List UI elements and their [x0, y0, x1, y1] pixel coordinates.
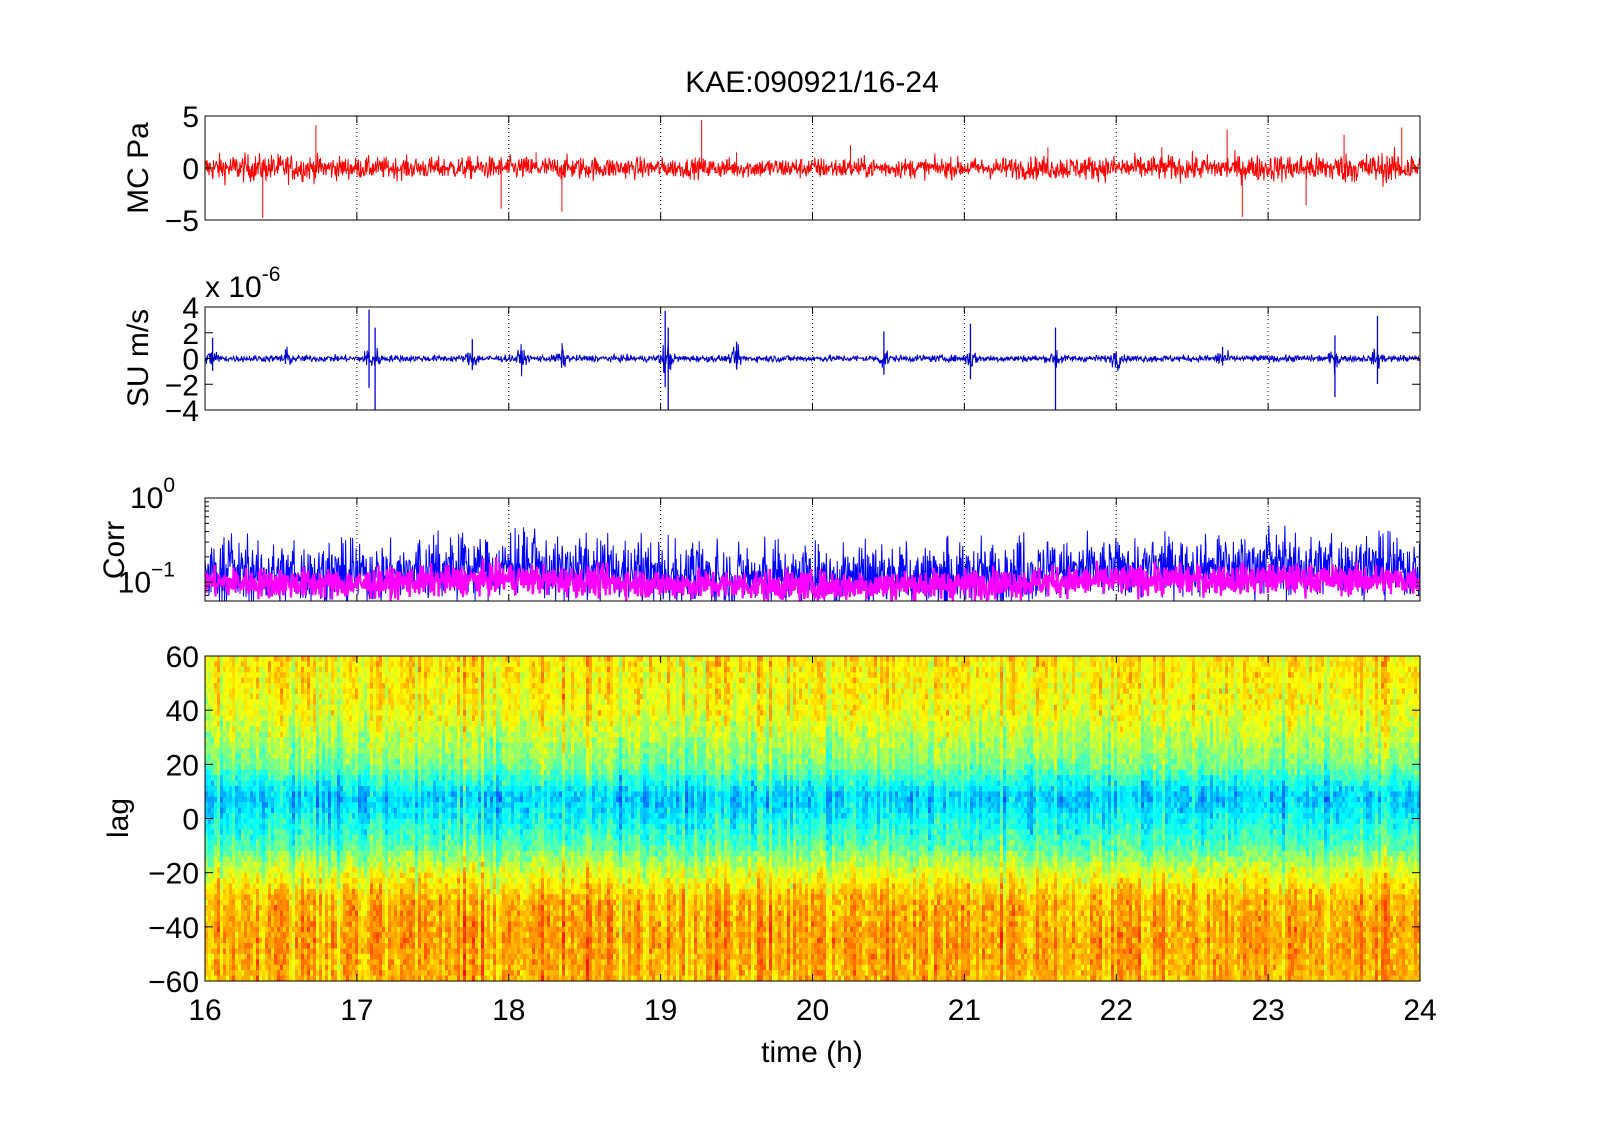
y-tick-label: 100: [130, 474, 175, 515]
y-tick-label: 0: [182, 153, 199, 186]
exponent-label-su: x 10-6: [205, 263, 280, 304]
panel-correlation: 10 −1 100 Corr: [98, 474, 1420, 601]
y-tick-base: 10: [130, 482, 163, 515]
y-tick-exponent: −1: [151, 558, 175, 581]
exponent-base: x 10: [205, 271, 262, 304]
y-axis-label-su-text: SU m/s: [122, 309, 155, 407]
y-tick-exponent: 0: [163, 474, 175, 497]
mc-pressure-series: [205, 120, 1420, 218]
exponent-power: -6: [262, 263, 281, 286]
y-axis-label-corr: Corr: [98, 521, 131, 579]
figure-title: KAE:090921/16-24: [685, 66, 939, 99]
y-tick-label: −5: [165, 205, 199, 238]
y-tick-label: 5: [182, 101, 199, 134]
y-axis-label-mc: MC Pa: [122, 122, 155, 214]
y-tick-label: 4: [182, 292, 199, 325]
y-axis-label-su: SU m/s: [122, 309, 155, 407]
correlation-series: [205, 525, 1420, 601]
lag-heatmap: [205, 656, 1421, 982]
panel-mc-pressure: −5 0 5 MC Pa: [122, 101, 1420, 238]
figure-canvas: KAE:090921/16-24 −5 0 5 MC Pa −4−2024 SU m…: [0, 0, 1597, 1124]
